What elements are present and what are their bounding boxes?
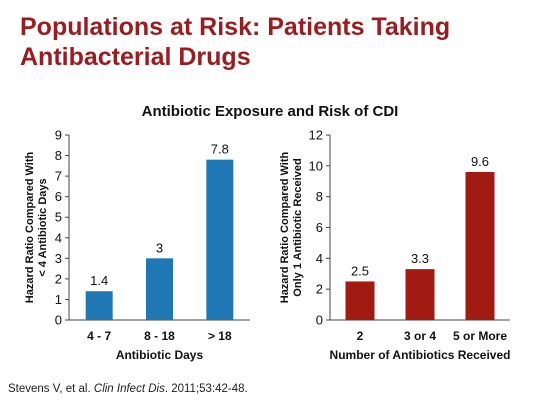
chart0-y-tick-label: 6	[55, 189, 62, 204]
chart0-bar	[146, 258, 173, 320]
chart0-y-tick-label: 1	[55, 292, 62, 307]
chart0-y-tick-label: 9	[55, 128, 62, 143]
chart0-data-label: 7.8	[211, 142, 229, 157]
chart0-y-tick-label: 0	[55, 313, 62, 328]
chart0-x-tick-label: 8 - 18	[144, 329, 175, 343]
citation-authors: Stevens V, et al.	[8, 383, 94, 395]
slide-title-line-2: Antibacterial Drugs	[20, 43, 251, 71]
chart0-x-tick-label: 4 - 7	[87, 329, 111, 343]
chart1-bar	[405, 269, 435, 320]
chart0-y-tick-label: 8	[55, 148, 62, 163]
chart1-y-axis-label: Hazard Ratio Compared With	[279, 151, 291, 303]
chart1-x-tick-label: 3 or 4	[404, 329, 436, 343]
chart1-y-tick-label: 10	[309, 158, 323, 173]
chart1-data-label: 2.5	[351, 263, 369, 278]
chart1-x-tick-label: 5 or More	[453, 329, 507, 343]
slide-title-line-1: Populations at Risk: Patients Taking	[20, 13, 451, 41]
chart1-data-label: 9.6	[471, 154, 489, 169]
chart0-data-label: 3	[156, 240, 163, 255]
chart0-y-tick-label: 2	[55, 271, 62, 286]
chart0-x-axis-label: Antibiotic Days	[116, 348, 204, 362]
chart1-y-tick-label: 4	[316, 251, 323, 266]
chart1-y-tick-label: 0	[316, 313, 323, 328]
chart1-y-tick-label: 8	[316, 189, 323, 204]
left-bar-chart: 0 1 2 3 4 5 6 7 8 9 1.4 4 - 7 3 8 - 18 7.8 > 18 Antibiot…	[24, 128, 250, 362]
chart1-bar	[345, 281, 375, 320]
chart1-data-label: 3.3	[411, 251, 429, 266]
citation-details: . 2011;53:42-48.	[164, 383, 248, 395]
chart0-y-tick-label: 3	[55, 251, 62, 266]
chart1-y-tick-label: 6	[316, 220, 323, 235]
chart0-bar	[85, 291, 113, 320]
citation-journal: Clin Infect Dis	[93, 383, 165, 395]
chart0-bar	[206, 159, 234, 320]
chart0-y-tick-label: 7	[55, 169, 62, 184]
citation: Stevens V, et al. Clin Infect Dis. 2011;…	[8, 383, 248, 395]
chart1-x-axis-label: Number of Antibiotics Received	[330, 348, 511, 362]
chart0-x-tick-label: > 18	[208, 329, 232, 343]
chart0-y-tick-label: 5	[55, 210, 62, 225]
chart0-data-label: 1.4	[90, 273, 108, 288]
slide-title: Populations at Risk: Patients Taking Ant…	[20, 12, 520, 72]
chart0-y-tick-label: 4	[55, 230, 62, 245]
chart0-y-axis-label: Hazard Ratio Compared With	[24, 151, 36, 303]
chart1-y-tick-label: 12	[309, 128, 323, 143]
chart1-y-axis-label: Only 1 Antibiotic Received	[292, 158, 304, 296]
chart1-y-tick-label: 2	[316, 282, 323, 297]
chart0-y-axis-label: < 4 Antibiotic Days	[37, 178, 49, 276]
chart1-x-tick-label: 2	[357, 329, 364, 343]
chart-title: Antibiotic Exposure and Risk of CDI	[141, 103, 399, 120]
chart1-bar	[465, 172, 495, 320]
